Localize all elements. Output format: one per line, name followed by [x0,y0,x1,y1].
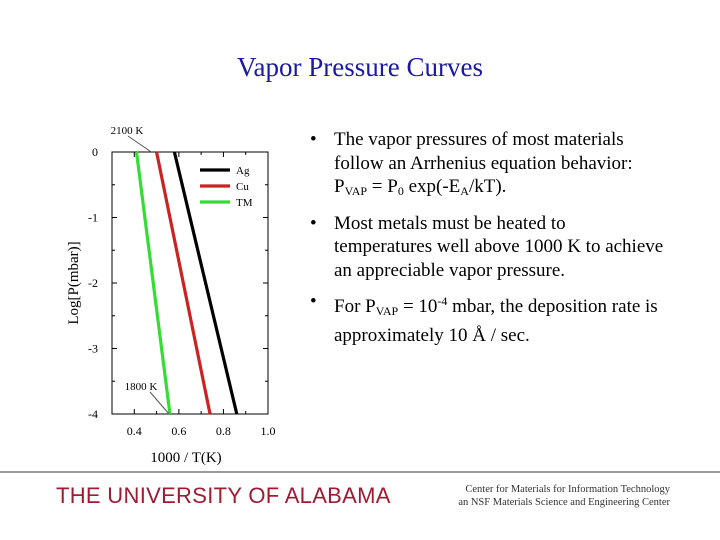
plot-area: 0 -1 -2 -3 -4 0.4 0.6 0.8 1.0 1000 / T(K) Log[P(mb… [66,125,276,466]
y-tick-label: -4 [88,407,98,421]
y-tick-label: -1 [88,211,98,225]
y-axis-label: Log[P(mbar)] [66,241,82,324]
x-axis-label: 1000 / T(K) [150,450,221,466]
bullet-deposition-rate: For PVAP = 10-4 mbar, the deposition rat… [308,290,668,347]
x-tick-label: 0.6 [171,424,186,438]
center-name: Center for Materials for Information Tec… [465,484,670,495]
center-info: Center for Materials for Information Tec… [458,483,670,509]
series-line-cu [155,151,212,415]
arrhenius-equation: PVAP = P0 exp(-EA/kT). [334,176,507,198]
university-wordmark: THE UNIVERSITY OF ALABAMA [56,483,391,508]
bullet-arrhenius: The vapor pressures of most materials fo… [308,128,668,204]
series-line-tm [134,151,172,415]
annotation-label: 1800 K [125,381,158,393]
y-tick-label: -2 [88,276,98,290]
center-affiliation: an NSF Materials Science and Engineering… [458,497,670,508]
bullet-arrhenius-text: The vapor pressures of most materials fo… [334,129,633,174]
annotation-leader [127,135,152,153]
footer-divider [0,471,720,473]
y-tick-label: 0 [92,145,98,159]
x-tick-label: 0.8 [216,424,231,438]
annotation-label: 2100 K [111,125,144,137]
bullet-list: The vapor pressures of most materials fo… [308,128,668,355]
legend-label-tm: TM [236,197,253,209]
slide-title: Vapor Pressure Curves [237,52,483,82]
legend-label-ag: Ag [236,165,250,177]
x-tick-label: 1.0 [261,424,276,438]
bullet-metals-text: Most metals must be heated to temperatur… [334,212,664,281]
x-tick-label: 0.4 [127,424,142,438]
chart-legend: Ag Cu TM [200,165,253,209]
bullet-metals-temperature: Most metals must be heated to temperatur… [308,212,668,283]
annotation-leader [149,391,170,415]
legend-label-cu: Cu [236,181,249,193]
series-line-ag [172,151,239,415]
y-tick-label: -3 [88,342,98,356]
